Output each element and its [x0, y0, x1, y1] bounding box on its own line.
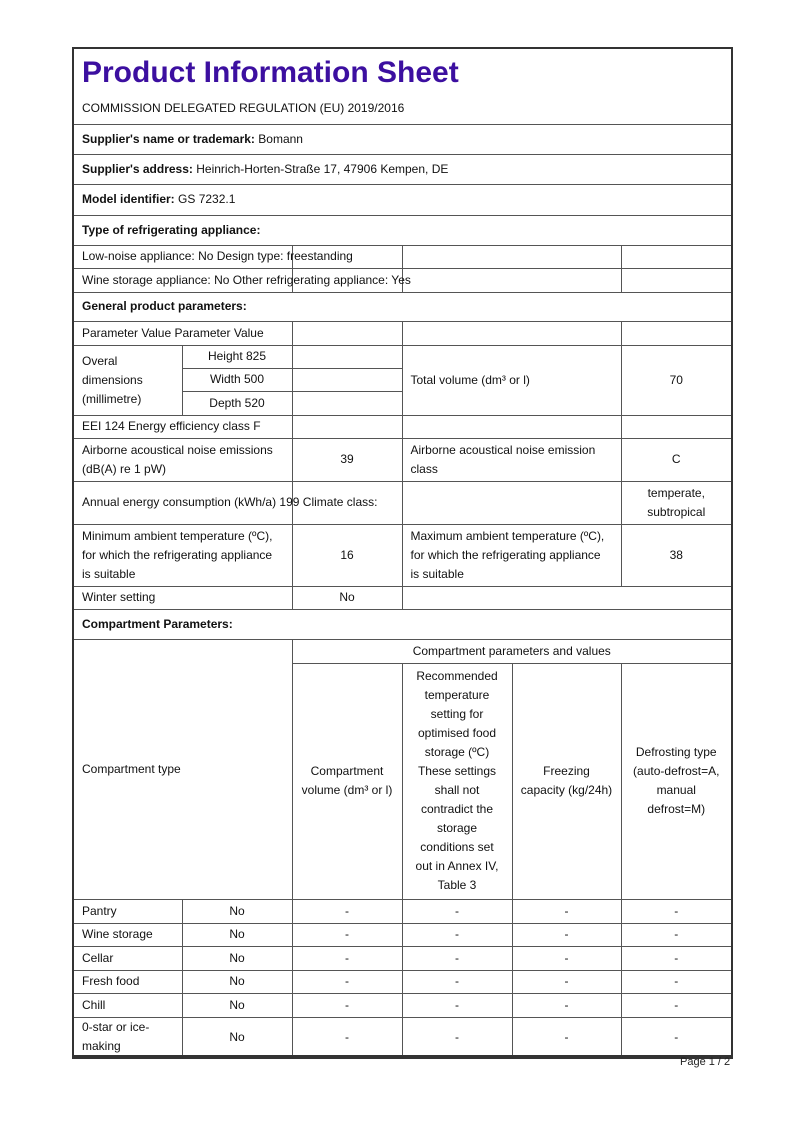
noise-class-label: Airborne acoustical noise emission class [401, 437, 622, 482]
winter-label: Winter setting [72, 585, 293, 610]
col-header-volume: Compartment volume (dm³ or l) [291, 662, 403, 900]
compartment-value: - [401, 969, 513, 994]
compartment-value: - [291, 898, 403, 924]
min-temp-label: Minimum ambient temperature (ºC), for wh… [72, 523, 293, 587]
compartment-row: Pantry No - - - - [72, 898, 733, 924]
max-temp-label: Maximum ambient temperature (ºC), for wh… [401, 523, 622, 587]
general-heading: General product parameters: [72, 291, 733, 322]
compartment-value: - [511, 922, 622, 947]
compartment-value: - [620, 969, 733, 994]
product-info-table: Product Information Sheet COMMISSION DEL… [72, 47, 733, 1059]
total-volume-label: Total volume (dm³ or l) [401, 344, 622, 416]
compartment-type-label: Compartment type [72, 638, 293, 900]
compartment-value: - [291, 922, 403, 947]
compartment-value: - [401, 1016, 513, 1059]
min-temp-value: 16 [291, 523, 403, 587]
height-value: Height 825 [181, 344, 293, 369]
compartment-name: Pantry [72, 898, 183, 924]
compartment-present: No [181, 992, 293, 1018]
compartment-row: Wine storage No - - - - [72, 922, 733, 947]
noise-value: 39 [291, 437, 403, 482]
compartment-params-label: Compartment parameters and values [291, 638, 733, 664]
compartment-name: 0-star or ice-making [72, 1016, 183, 1059]
width-value: Width 500 [181, 367, 293, 392]
total-volume-value: 70 [620, 344, 733, 416]
compartment-value: - [401, 922, 513, 947]
compartment-value: - [620, 1016, 733, 1059]
compartment-value: - [620, 922, 733, 947]
max-temp-value: 38 [620, 523, 733, 587]
supplier-name: Supplier's name or trademark: Bomann [72, 123, 733, 155]
compartment-value: - [511, 992, 622, 1018]
climate-class-value: temperate, subtropical [620, 480, 733, 525]
compartment-value: - [291, 992, 403, 1018]
compartment-present: No [181, 969, 293, 994]
compartment-row: 0-star or ice-making No - - - - [72, 1016, 733, 1059]
supplier-address: Supplier's address: Heinrich-Horten-Stra… [72, 153, 733, 185]
compartment-name: Cellar [72, 945, 183, 971]
compartment-value: - [620, 898, 733, 924]
compartment-value: - [401, 992, 513, 1018]
param-header: Parameter Value Parameter Value [72, 320, 293, 346]
eei-row: EEI 124 Energy efficiency class F [72, 414, 293, 439]
regulation: COMMISSION DELEGATED REGULATION (EU) 201… [72, 93, 733, 125]
depth-value: Depth 520 [181, 390, 293, 416]
compartment-value: - [511, 1016, 622, 1059]
dimensions-label: Overal dimensions (millimetre) [72, 344, 183, 416]
bottom-rule [72, 1055, 731, 1057]
low-noise-row: Low-noise appliance: No Design type: fre… [72, 244, 353, 269]
compartment-name: Fresh food [72, 969, 183, 994]
compartment-present: No [181, 1016, 293, 1059]
compartment-value: - [401, 898, 513, 924]
compartment-row: Chill No - - - - [72, 992, 733, 1018]
compartment-value: - [511, 898, 622, 924]
wine-storage-row: Wine storage appliance: No Other refrige… [72, 267, 411, 293]
compartment-name: Chill [72, 992, 183, 1018]
compartment-value: - [291, 969, 403, 994]
compartment-value: - [511, 945, 622, 971]
compartment-row: Fresh food No - - - - [72, 969, 733, 994]
compartment-row: Cellar No - - - - [72, 945, 733, 971]
page-number: Page 1 / 2 [680, 1056, 731, 1068]
col-header-defrost: Defrosting type (auto-defrost=A, manual … [620, 662, 733, 900]
compartment-present: No [181, 945, 293, 971]
page-title: Product Information Sheet [72, 47, 733, 93]
compartment-value: - [401, 945, 513, 971]
noise-label: Airborne acoustical noise emissions (dB(… [72, 437, 293, 482]
compartment-heading: Compartment Parameters: [72, 608, 733, 640]
col-header-temperature: Recommended temperature setting for opti… [401, 662, 513, 900]
compartment-name: Wine storage [72, 922, 183, 947]
annual-energy-row: Annual energy consumption (kWh/a) 199 Cl… [72, 480, 377, 525]
model-identifier: Model identifier: GS 7232.1 [72, 183, 733, 216]
col-header-freezing: Freezing capacity (kg/24h) [511, 662, 622, 900]
compartment-value: - [511, 969, 622, 994]
winter-value: No [291, 585, 403, 610]
compartment-present: No [181, 898, 293, 924]
compartment-present: No [181, 922, 293, 947]
compartment-value: - [620, 992, 733, 1018]
noise-class-value: C [620, 437, 733, 482]
compartment-value: - [620, 945, 733, 971]
type-heading: Type of refrigerating appliance: [72, 214, 733, 246]
compartment-value: - [291, 945, 403, 971]
compartment-value: - [291, 1016, 403, 1059]
